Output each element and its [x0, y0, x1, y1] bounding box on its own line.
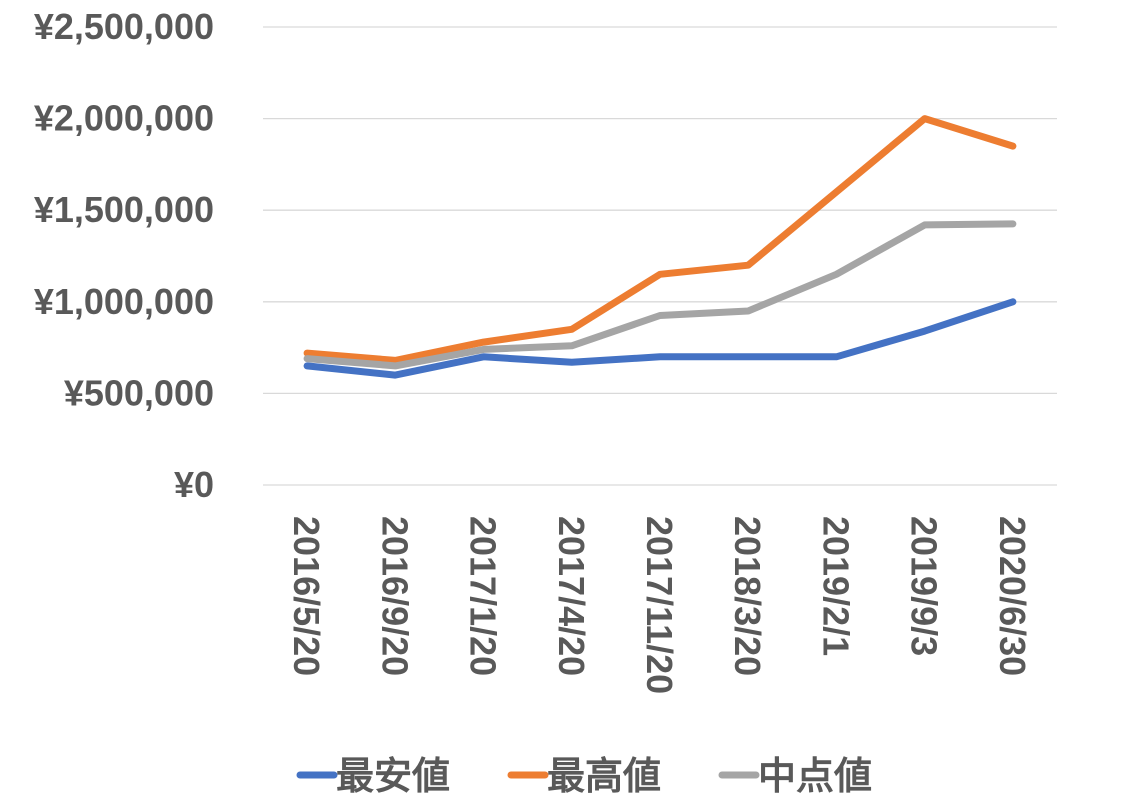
y-tick-label: ¥0 [174, 464, 214, 505]
y-tick-label: ¥500,000 [64, 372, 214, 413]
gridlines [263, 26, 1057, 486]
x-tick-label: 2017/11/20 [639, 516, 680, 694]
legend-label: 最高値 [547, 754, 661, 798]
y-tick-label: ¥2,500,000 [34, 6, 214, 47]
legend-label: 中点値 [758, 754, 872, 798]
y-tick-label: ¥2,000,000 [34, 98, 214, 139]
x-tick-label: 2016/5/20 [286, 516, 327, 676]
series-line [303, 220, 1017, 370]
legend: 最安値 最高値 中点値 [296, 754, 872, 798]
x-tick-label: 2017/1/20 [463, 516, 504, 676]
series-line [303, 298, 1017, 379]
legend-label: 最安値 [336, 754, 450, 798]
series-line [303, 115, 1017, 364]
x-tick-label: 2019/2/1 [815, 516, 856, 656]
y-tick-label: ¥1,000,000 [34, 281, 214, 322]
x-tick-label: 2017/4/20 [551, 516, 592, 676]
x-tick-label: 2016/9/20 [374, 516, 415, 676]
y-axis-ticks: ¥0 ¥500,000 ¥1,000,000 ¥1,500,000 ¥2,000,000… [34, 6, 214, 505]
y-tick-label: ¥1,500,000 [34, 189, 214, 230]
x-tick-label: 2018/3/20 [727, 516, 768, 676]
x-axis-ticks: 2016/5/20 2016/9/20 2017/1/20 2017/4/20 2017… [286, 516, 1033, 694]
x-tick-label: 2019/9/3 [904, 516, 945, 656]
series-lines [303, 115, 1017, 379]
x-tick-label: 2020/6/30 [992, 516, 1033, 676]
